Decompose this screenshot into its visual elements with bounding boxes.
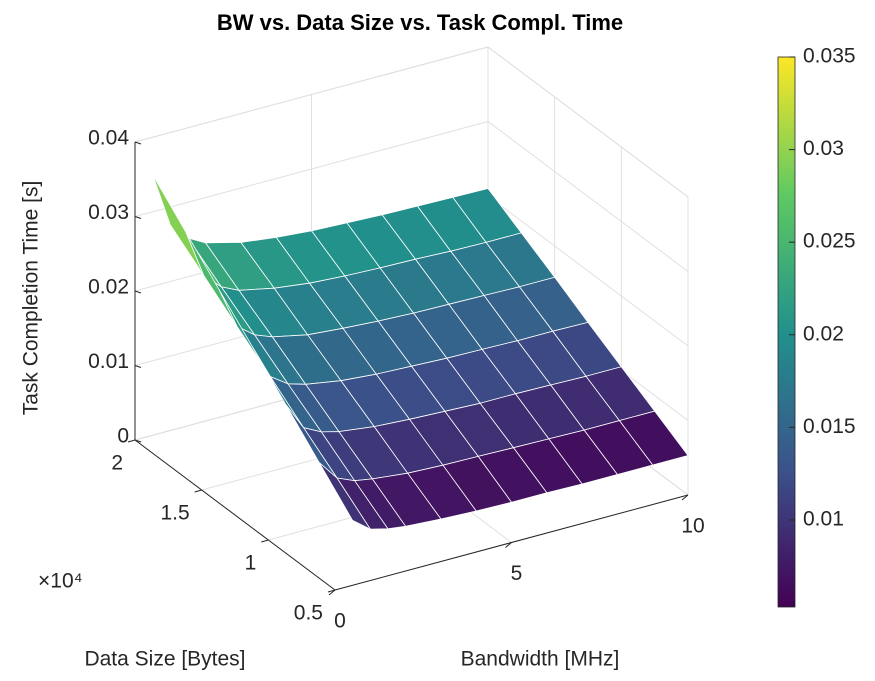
tick-mark [681,494,689,501]
tick-mark [134,216,142,219]
grid-line [134,46,489,143]
colorbar-tick-label: 0.035 [803,45,856,68]
z-tick-label: 0.02 [88,276,129,299]
axis-line [134,439,336,591]
z-tick-label: 0.03 [88,201,129,224]
colorbar-tick-label: 0.015 [803,415,856,438]
colorbar [777,56,796,608]
tick-mark [327,589,336,593]
tick-mark [127,439,136,443]
x-tick-label: 0 [334,610,346,633]
tick-mark [134,290,142,294]
grid-line [134,121,489,217]
colorbar-tick-label: 0.03 [803,137,844,160]
y-tick-label: 0.5 [294,602,323,625]
z-tick-label: 0 [117,425,129,448]
z-tick-label: 0.01 [88,350,129,373]
tick-mark [261,539,269,543]
z-tick-label: 0.04 [88,127,129,150]
tick-mark [134,141,142,145]
z-axis-label: Task Completion Time [s] [20,181,43,416]
colorbar-tick-label: 0.01 [803,508,844,531]
y-tick-label: 2 [111,452,123,475]
x-tick-label: 5 [511,562,523,585]
tick-mark [328,589,336,596]
chart-title: BW vs. Data Size vs. Task Compl. Time [217,10,623,35]
y-tick-label: 1 [245,552,257,575]
tick-mark [134,365,142,368]
y-axis-multiplier: ×10⁴ [38,570,83,593]
surface-patch [318,462,372,531]
grid-line [487,46,689,198]
surface-patch [152,174,204,276]
grid-line [487,121,689,272]
tick-mark [194,489,202,493]
grid-line [487,195,689,347]
x-tick-label: 10 [681,515,704,538]
colorbar-ticks: 0.01 0.015 0.02 0.025 0.03 0.035 [789,45,856,531]
colorbar-tick-label: 0.02 [803,322,844,345]
colorbar-tick-label: 0.025 [803,230,856,253]
y-tick-label: 1.5 [160,502,189,525]
axes: 0 5 10 0.5 1 1.5 2 0 0.01 0.02 0.03 0.04 [88,127,705,633]
y-axis-label: Data Size [Bytes] [84,648,245,671]
surface [152,174,689,531]
tick-mark [134,439,142,443]
tick-mark [505,542,512,548]
x-axis-label: Bandwidth [MHz] [461,648,620,671]
